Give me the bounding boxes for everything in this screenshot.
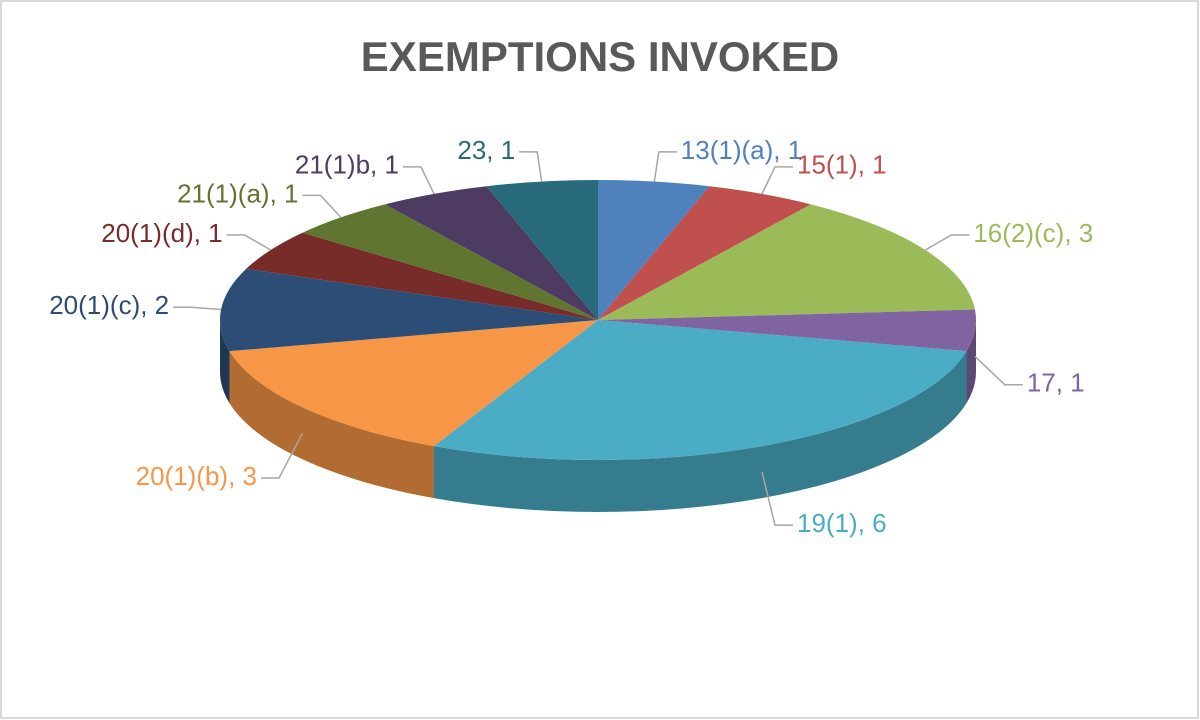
- data-label: 19(1), 6: [797, 508, 887, 538]
- data-label: 16(2)(c), 3: [973, 218, 1093, 248]
- slice: [598, 309, 976, 352]
- leader-line: [302, 194, 342, 218]
- leader-line: [173, 306, 222, 311]
- leader-line: [924, 234, 970, 251]
- slice-side: [220, 320, 230, 404]
- slice: [598, 186, 811, 320]
- data-label: 13(1)(a), 1: [681, 135, 802, 165]
- data-label: 21(1)(a), 1: [177, 178, 298, 208]
- leader-line: [761, 471, 794, 526]
- data-label: 20(1)(b), 3: [136, 461, 257, 491]
- slice-side: [966, 320, 976, 404]
- slice: [598, 204, 975, 320]
- slice: [486, 180, 598, 320]
- leader-line: [261, 432, 304, 479]
- data-label: 23, 1: [457, 135, 515, 165]
- slice: [229, 320, 599, 447]
- leader-line: [974, 355, 1023, 386]
- data-label: 21(1)b, 1: [295, 150, 399, 180]
- slice: [433, 320, 967, 460]
- data-label: 20(1)(d), 1: [101, 218, 222, 248]
- leader-line: [226, 234, 272, 251]
- slice: [598, 180, 710, 320]
- slice: [246, 232, 598, 320]
- leader-line: [402, 166, 435, 195]
- slice: [302, 204, 598, 320]
- chart-title: EXEMPTIONS INVOKED: [361, 33, 839, 80]
- slice: [219, 268, 598, 352]
- slice-side: [229, 351, 434, 499]
- leader-line: [519, 151, 543, 182]
- leader-line: [761, 166, 794, 195]
- leader-line: [653, 151, 677, 182]
- slice-side: [433, 351, 967, 512]
- data-label: 20(1)(c), 2: [49, 290, 169, 320]
- slice: [385, 186, 598, 320]
- data-label: 17, 1: [1027, 368, 1085, 398]
- data-label: 15(1), 1: [797, 150, 887, 180]
